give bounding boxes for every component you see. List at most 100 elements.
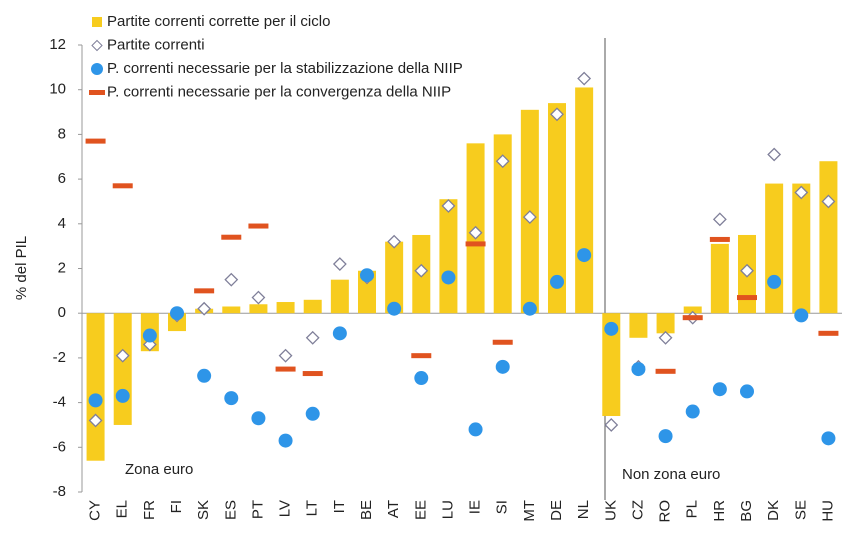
circle-marker: [170, 306, 184, 321]
circle-marker: [305, 406, 320, 421]
x-tick-label: SE: [792, 500, 809, 520]
diamond-marker: [441, 199, 456, 213]
circle-marker: [278, 433, 293, 448]
circle-marker: [631, 362, 646, 377]
circle-marker: [332, 326, 347, 341]
y-tick-label: 0: [58, 304, 66, 321]
circle-marker: [740, 384, 754, 399]
diamond-marker: [604, 418, 619, 432]
diamond-marker: [278, 348, 293, 363]
diamond-marker: [251, 290, 266, 305]
dash-marker: [275, 366, 296, 372]
bar: [439, 199, 458, 314]
bar: [765, 183, 784, 314]
x-tick-label: HR: [711, 500, 728, 522]
x-tick-label: LV: [277, 500, 294, 517]
bar: [303, 299, 322, 314]
legend-marker: [92, 17, 102, 27]
diamond-marker: [712, 212, 727, 227]
x-tick-label: ES: [222, 500, 239, 520]
x-tick-label: DE: [548, 500, 565, 521]
circle-marker: [197, 368, 212, 383]
x-tick-label: MT: [521, 500, 538, 522]
x-tick-label: LU: [439, 500, 456, 519]
dash-marker: [85, 138, 106, 144]
diamond-marker: [224, 272, 239, 287]
circle-marker: [658, 429, 673, 444]
circle-marker: [414, 371, 429, 386]
diamond-marker: [767, 147, 782, 162]
x-tick-label: SK: [195, 500, 212, 520]
diamond-marker: [522, 210, 537, 225]
y-axis-label: % del PIL: [13, 236, 30, 300]
bar: [358, 270, 376, 314]
diamond-marker: [794, 185, 809, 200]
bar: [249, 304, 268, 314]
x-tick-label: PL: [684, 500, 701, 518]
y-tick-label: -6: [53, 438, 66, 455]
y-tick-label: 4: [58, 215, 66, 232]
legend-label: Partite correnti: [107, 36, 205, 53]
dash-marker: [221, 234, 242, 240]
y-tick-label: -8: [53, 483, 66, 500]
circle-marker: [251, 411, 266, 426]
x-tick-label: BG: [738, 500, 755, 522]
dash-marker: [818, 330, 839, 336]
diamond-marker: [332, 257, 347, 271]
x-tick-label: IT: [331, 500, 348, 513]
diamond-marker: [577, 71, 592, 86]
bar: [629, 313, 648, 338]
y-tick-label: 8: [58, 125, 66, 142]
bar: [819, 161, 838, 314]
bar: [710, 243, 729, 314]
circle-marker: [821, 431, 836, 446]
bar: [792, 183, 811, 314]
legend-marker: [91, 39, 103, 52]
annotation: Non zona euro: [622, 466, 720, 483]
circle-marker: [577, 248, 592, 263]
legend-marker: [89, 90, 105, 95]
circle-marker: [142, 328, 157, 343]
diamond-marker: [658, 330, 673, 345]
circle-marker: [604, 321, 619, 336]
bar: [222, 306, 241, 314]
x-tick-label: CY: [87, 500, 104, 521]
x-tick-label: PT: [249, 500, 266, 519]
bar: [276, 302, 295, 314]
circle-marker: [495, 359, 510, 374]
dash-marker: [465, 241, 486, 247]
bar: [683, 306, 702, 314]
circle-marker: [88, 393, 103, 408]
bar: [330, 279, 349, 314]
circle-marker: [360, 268, 374, 283]
circle-marker: [441, 270, 456, 285]
diamond-marker: [468, 225, 483, 240]
circle-marker: [794, 308, 809, 323]
x-tick-label: IE: [467, 500, 484, 514]
x-tick-label: EL: [114, 500, 131, 518]
bar: [113, 313, 132, 425]
x-tick-label: EE: [412, 500, 429, 520]
legend-label: Partite correnti corrette per il ciclo: [107, 13, 330, 30]
bar: [86, 313, 105, 461]
diamond-marker: [495, 154, 510, 169]
x-tick-label: SI: [494, 500, 511, 514]
x-tick-label: HU: [819, 500, 836, 522]
bar: [493, 134, 512, 314]
dash-marker: [655, 368, 676, 374]
y-tick-label: 2: [58, 259, 66, 276]
y-tick-label: -2: [53, 349, 66, 366]
legend-label: P. correnti necessarie per la stabilizza…: [107, 60, 463, 77]
x-tick-label: FI: [168, 500, 185, 513]
x-tick-label: BE: [358, 500, 375, 520]
x-tick-label: DK: [765, 500, 782, 521]
dash-marker: [411, 353, 432, 359]
circle-marker: [387, 301, 402, 316]
diamond-marker: [414, 263, 429, 278]
dash-marker: [737, 295, 757, 301]
dash-marker: [682, 315, 703, 321]
dash-marker: [248, 223, 269, 229]
diamond-marker: [821, 194, 836, 209]
x-tick-label: FR: [141, 500, 158, 520]
